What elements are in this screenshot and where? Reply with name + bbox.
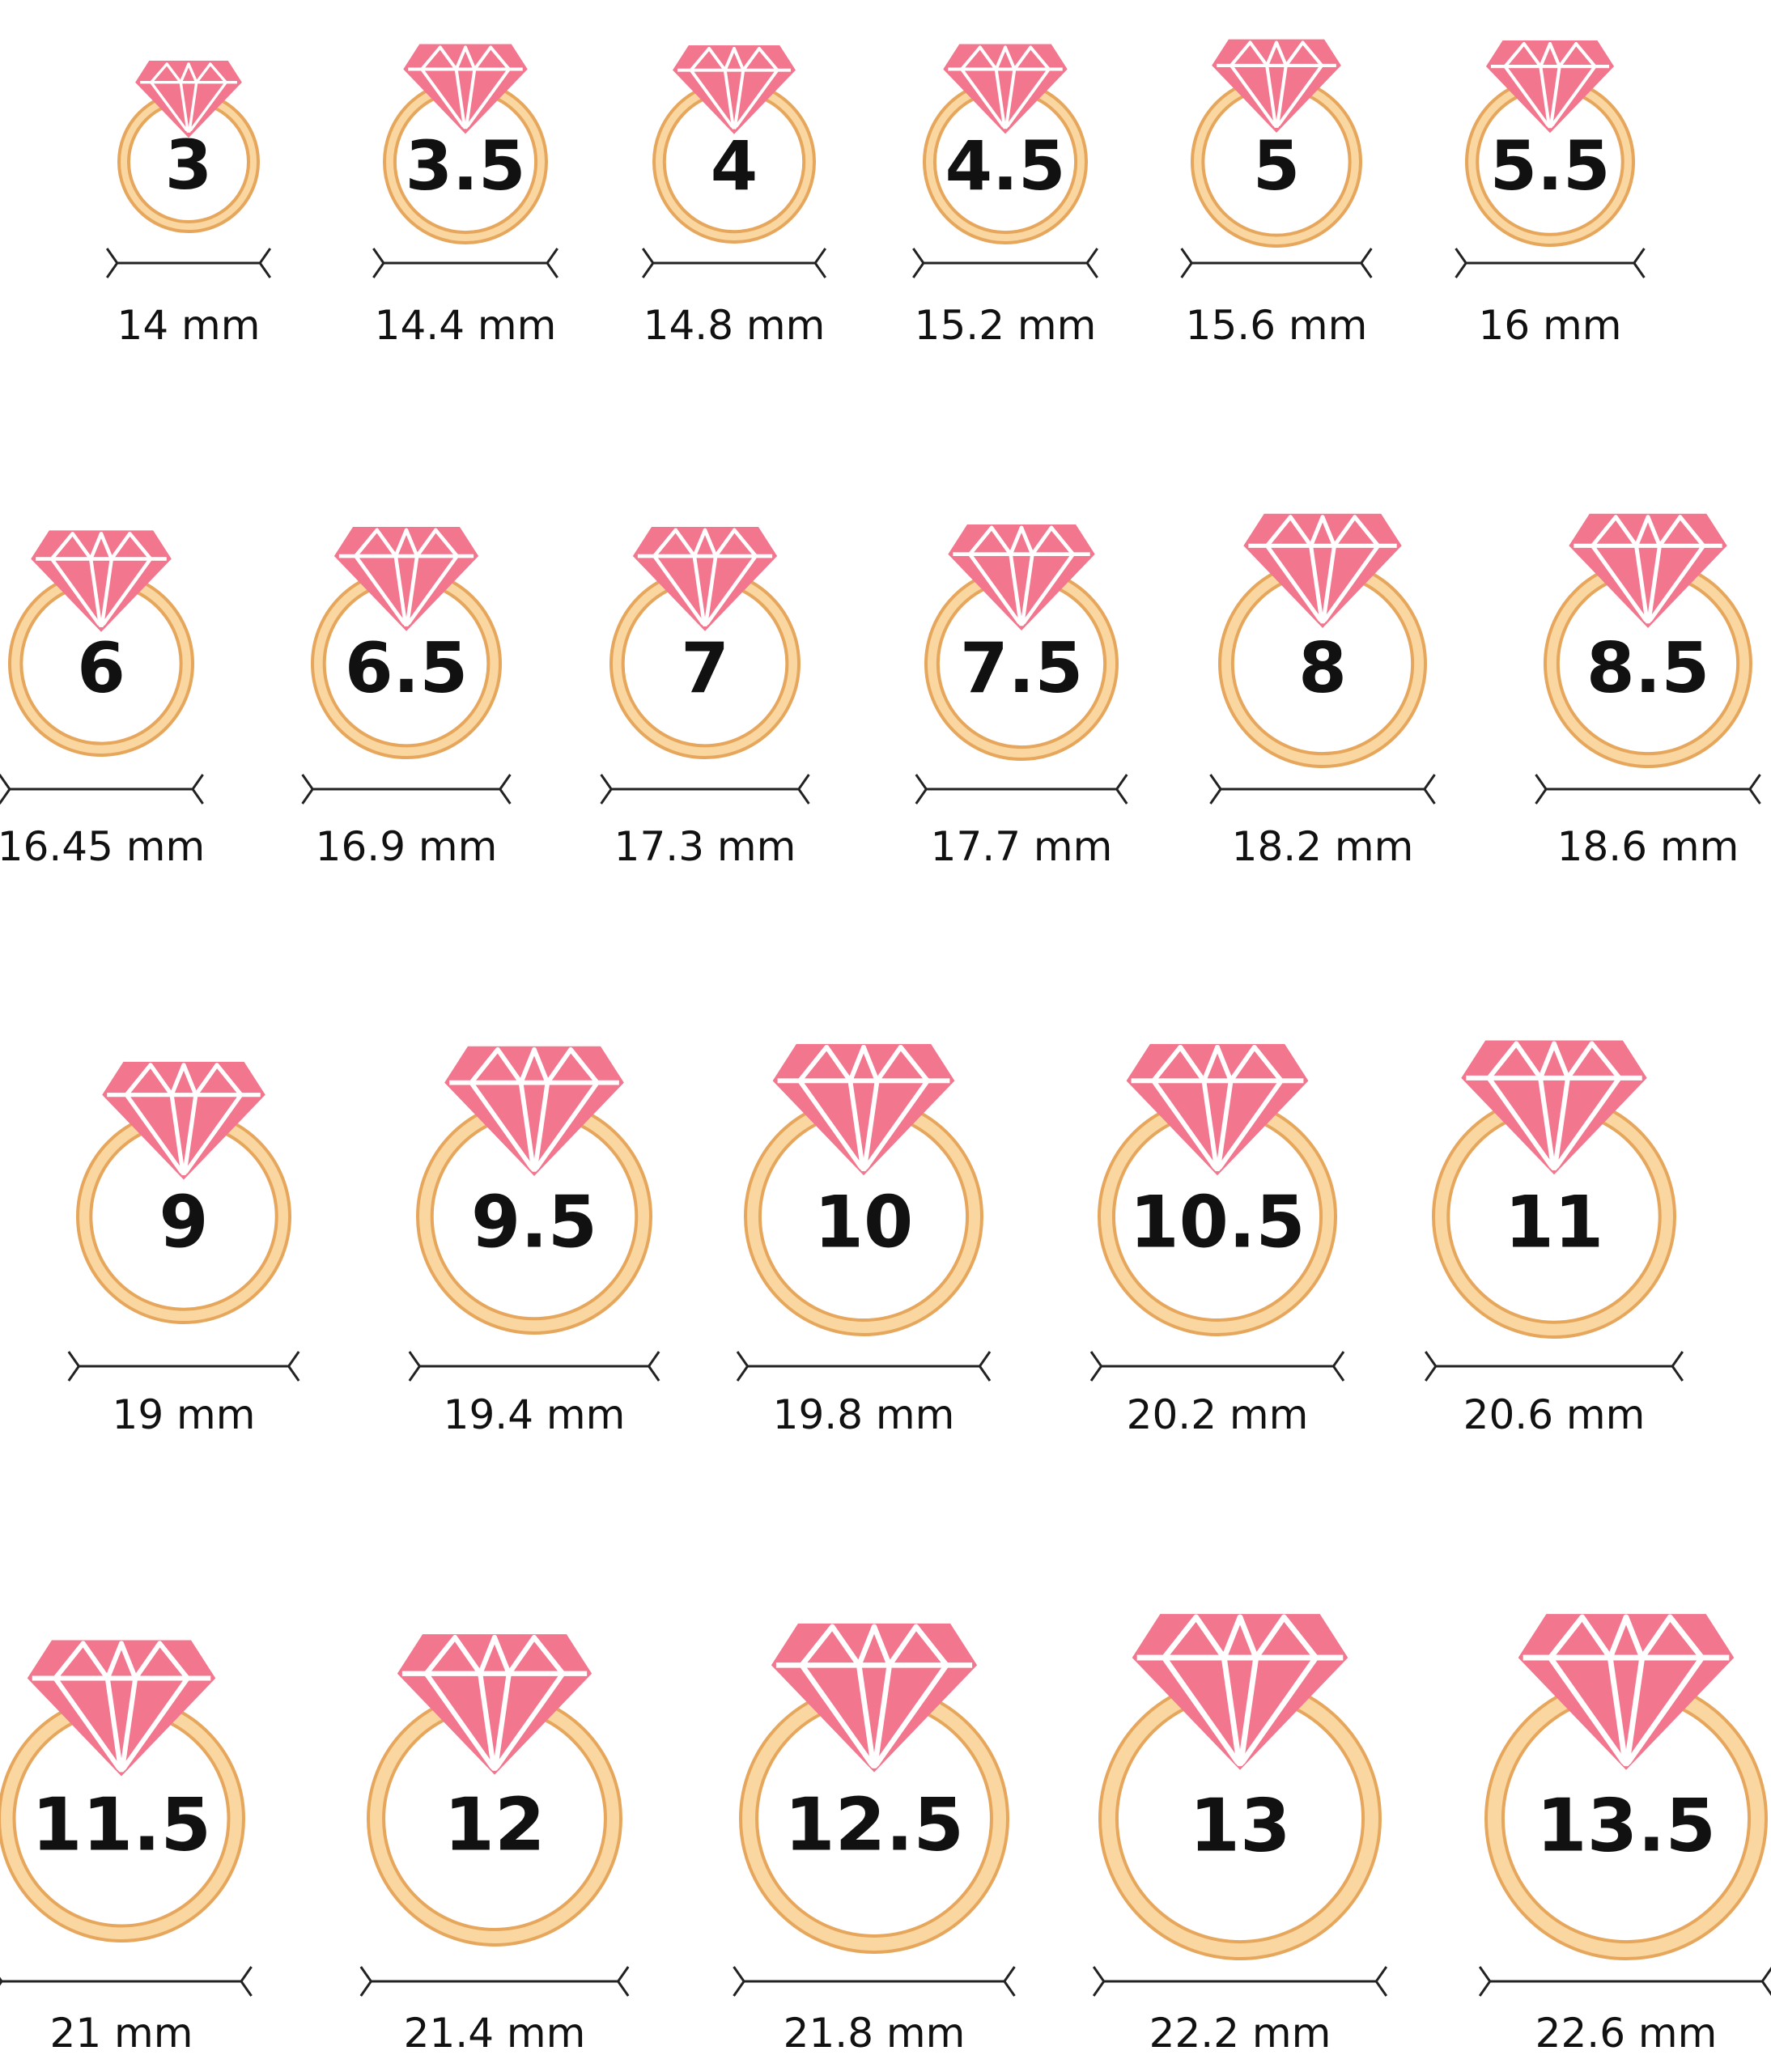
diameter-label: 20.2 mm xyxy=(1126,1391,1309,1438)
ring-size-number: 13.5 xyxy=(1535,1783,1717,1869)
gem xyxy=(444,1046,624,1176)
diameter-label: 15.6 mm xyxy=(1185,302,1368,349)
diameter-label: 16 mm xyxy=(1478,302,1622,349)
diameter-label: 17.3 mm xyxy=(614,823,796,870)
gem xyxy=(1126,1043,1309,1176)
ring-size-number: 8 xyxy=(1298,628,1347,710)
gem xyxy=(1243,513,1402,628)
measure-line xyxy=(1425,1351,1684,1382)
ring-size-number: 6 xyxy=(77,627,125,709)
gem xyxy=(1212,39,1341,133)
diameter-label: 20.6 mm xyxy=(1463,1391,1646,1438)
ring-size-number: 9 xyxy=(159,1180,209,1263)
ring-size-number: 3 xyxy=(164,125,213,206)
gem xyxy=(948,524,1095,631)
ring-size-number: 11.5 xyxy=(31,1782,212,1867)
diameter-label: 18.2 mm xyxy=(1231,823,1414,870)
measure-line xyxy=(408,1351,660,1382)
ring-size-number: 6.5 xyxy=(344,627,469,709)
measure-line xyxy=(372,248,558,278)
diameter-label: 21.4 mm xyxy=(403,2010,586,2057)
measure-line xyxy=(67,1351,300,1382)
diameter-label: 19 mm xyxy=(112,1391,256,1438)
gem xyxy=(1461,1040,1647,1175)
gem xyxy=(673,45,796,134)
measure-line xyxy=(105,248,272,278)
ring-size-number: 5 xyxy=(1252,126,1301,206)
gem xyxy=(333,526,479,631)
measure-line xyxy=(912,248,1098,278)
measure-line xyxy=(1535,774,1761,805)
diameter-label: 14.8 mm xyxy=(643,302,826,349)
ring-size-number: 12 xyxy=(444,1782,546,1868)
ring-size-number: 10 xyxy=(813,1180,914,1264)
gem xyxy=(397,1634,592,1775)
measure-line xyxy=(733,1966,1016,1997)
diameter-label: 22.2 mm xyxy=(1149,2010,1331,2057)
ring-size-number: 10.5 xyxy=(1129,1180,1306,1264)
measure-line xyxy=(600,774,810,805)
diameter-label: 21.8 mm xyxy=(783,2010,966,2057)
ring-size-number: 8.5 xyxy=(1586,628,1710,710)
diameter-label: 14.4 mm xyxy=(374,302,557,349)
measure-line xyxy=(736,1351,992,1382)
gem xyxy=(403,44,528,134)
measure-line xyxy=(1478,1966,1771,1997)
measure-line xyxy=(1092,1966,1388,1997)
gem xyxy=(27,1640,216,1777)
gem xyxy=(943,44,1068,134)
ring-size-number: 13 xyxy=(1189,1783,1291,1869)
ring-size-number: 4 xyxy=(710,125,758,206)
ring-size-number: 9.5 xyxy=(471,1180,597,1264)
diameter-label: 18.6 mm xyxy=(1557,823,1739,870)
measure-line xyxy=(1089,1351,1345,1382)
measure-line xyxy=(1455,248,1646,278)
gem xyxy=(1569,513,1727,628)
gem xyxy=(771,1623,978,1773)
measure-line xyxy=(1209,774,1436,805)
gem xyxy=(772,1043,955,1176)
diameter-label: 19.8 mm xyxy=(772,1391,955,1438)
ring-size-number: 7 xyxy=(681,627,729,709)
measure-line xyxy=(1180,248,1373,278)
measure-line xyxy=(359,1966,630,1997)
diameter-label: 22.6 mm xyxy=(1535,2010,1718,2057)
measure-line xyxy=(301,774,512,805)
diameter-label: 21 mm xyxy=(49,2010,193,2057)
diameter-label: 19.4 mm xyxy=(443,1391,626,1438)
measure-line xyxy=(915,774,1128,805)
diameter-label: 15.2 mm xyxy=(914,302,1097,349)
measure-line xyxy=(0,774,204,805)
ring-size-number: 7.5 xyxy=(959,627,1084,709)
gem xyxy=(1518,1614,1735,1770)
gem xyxy=(1485,40,1615,134)
gem xyxy=(31,530,172,632)
gem xyxy=(102,1061,265,1180)
ring-size-number: 12.5 xyxy=(784,1782,965,1868)
gem xyxy=(632,526,778,631)
diameter-label: 16.45 mm xyxy=(0,823,206,870)
ring-size-number: 4.5 xyxy=(945,125,1066,206)
ring-size-number: 3.5 xyxy=(405,125,526,206)
measure-line xyxy=(642,248,826,278)
gem xyxy=(1132,1614,1348,1770)
diameter-label: 16.9 mm xyxy=(315,823,498,870)
diameter-label: 17.7 mm xyxy=(930,823,1113,870)
diameter-label: 14 mm xyxy=(117,302,261,349)
ring-size-number: 11 xyxy=(1504,1180,1604,1264)
measure-line xyxy=(0,1966,253,1997)
ring-size-number: 5.5 xyxy=(1489,126,1611,206)
